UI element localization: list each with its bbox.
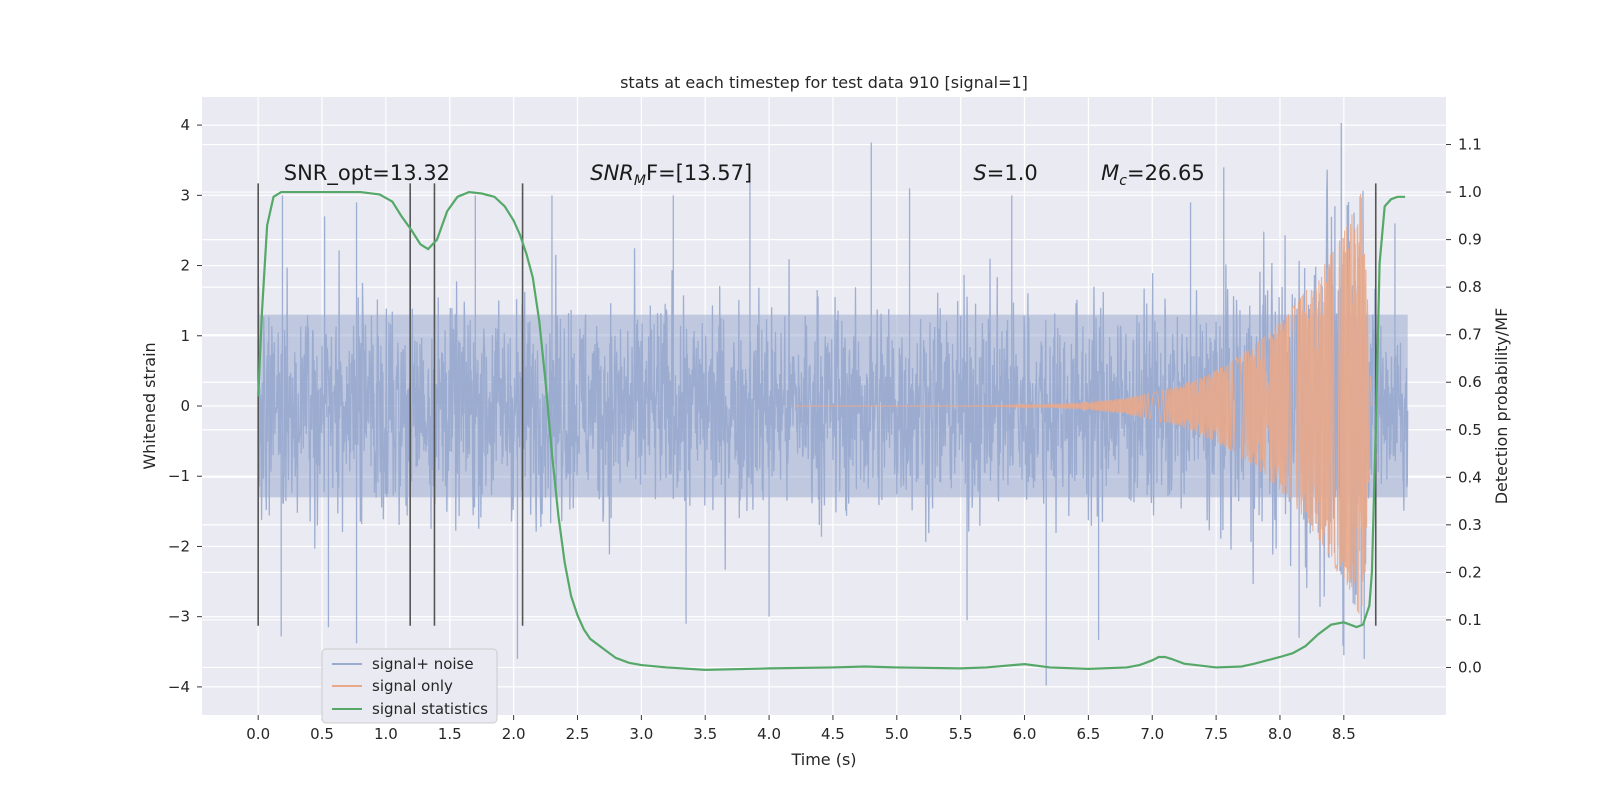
x-tick-label: 4.5: [821, 725, 845, 743]
legend-box: [321, 648, 498, 724]
y-axis-ticks: 4 3 2 1 0 −1 −2 −3 −4: [168, 116, 202, 696]
annotation-text: SNR_opt=13.32: [284, 161, 450, 186]
annotation-text: Mc=26.65: [1101, 161, 1205, 189]
y-tick-label: 0: [180, 397, 190, 415]
legend-label-statistics: signal statistics: [372, 700, 488, 718]
y2-tick-label: 0.3: [1458, 516, 1482, 534]
x-tick-label: 3.0: [629, 725, 653, 743]
y2-tick-label: 0.6: [1458, 373, 1482, 391]
y-axis-label: Whitened strain: [140, 342, 159, 469]
y-tick-label: −1: [168, 467, 190, 485]
annotation-text: S=1.0: [973, 161, 1037, 185]
y2-tick-label: 0.2: [1458, 563, 1482, 581]
annotation-prefix: SNR_opt=13.32: [284, 161, 450, 186]
x-tick-label: 6.0: [1013, 725, 1037, 743]
x-tick-label: 6.5: [1076, 725, 1100, 743]
annotation-prefix: SNR: [590, 161, 634, 185]
legend-label-noise: signal+ noise: [372, 655, 474, 673]
x-tick-label: 0.5: [310, 725, 334, 743]
x-tick-label: 5.5: [949, 725, 973, 743]
y2-axis-label: Detection probability/MF: [1492, 308, 1511, 505]
annotation-text: SNRMF=[13.57]: [590, 161, 752, 189]
x-tick-label: 7.0: [1140, 725, 1164, 743]
x-tick-label: 8.5: [1332, 725, 1356, 743]
y-tick-label: −4: [168, 678, 190, 696]
x-tick-label: 1.5: [438, 725, 462, 743]
x-tick-label: 4.0: [757, 725, 781, 743]
chirp-trace: [794, 193, 1373, 614]
x-tick-label: 2.0: [502, 725, 526, 743]
x-tick-label: 7.5: [1204, 725, 1228, 743]
y2-tick-label: 0.4: [1458, 468, 1482, 486]
x-tick-label: 2.5: [566, 725, 590, 743]
y2-tick-label: 1.0: [1458, 183, 1482, 201]
y-tick-label: 3: [180, 186, 190, 204]
y2-tick-label: 1.1: [1458, 136, 1482, 154]
x-axis-ticks: 0.0 0.5 1.0 1.5 2.0 2.5 3.0 3.5 4.0 4.5 5.0 5.5 6.0 6…: [246, 715, 1356, 743]
chart-title: stats at each timestep for test data 910…: [620, 73, 1028, 92]
signal-only-series: [794, 193, 1373, 614]
x-tick-label: 1.0: [374, 725, 398, 743]
x-tick-label: 3.5: [693, 725, 717, 743]
y-tick-label: −3: [168, 608, 190, 626]
signal-statistics-series: [257, 190, 1406, 671]
annotation-suffix: =1.0: [987, 161, 1038, 185]
statistics-line: [257, 190, 1406, 671]
y2-tick-label: 0.0: [1458, 658, 1482, 676]
y2-tick-label: 0.7: [1458, 326, 1482, 344]
legend-label-signal: signal only: [372, 677, 453, 695]
annotation-subscript: c: [1119, 173, 1127, 189]
y2-tick-label: 0.9: [1458, 231, 1482, 249]
annotation-subscript: M: [634, 173, 646, 189]
annotation-suffix: F=[13.57]: [646, 161, 752, 185]
y2-axis-ticks: 1.1 1.0 0.9 0.8 0.7 0.6 0.5 0.4 0.3 0.2 0.1 0.0: [1446, 136, 1482, 676]
annotation-prefix: M: [1101, 161, 1119, 185]
x-axis-label: Time (s): [790, 750, 856, 769]
y2-tick-label: 0.5: [1458, 421, 1482, 439]
x-tick-label: 8.0: [1268, 725, 1292, 743]
legend: signal+ noise signal only signal statist…: [321, 648, 498, 724]
annotation-prefix: S: [973, 161, 986, 185]
y-tick-label: 1: [180, 327, 190, 345]
y-tick-label: 2: [180, 257, 190, 275]
y-tick-label: −2: [168, 537, 190, 555]
annotations: SNR_opt=13.32 SNRMF=[13.57] S=1.0 Mc=26.65: [284, 161, 1205, 189]
y2-tick-label: 0.8: [1458, 278, 1482, 296]
y-tick-label: 4: [180, 116, 190, 134]
x-tick-label: 5.0: [885, 725, 909, 743]
x-tick-label: 0.0: [246, 725, 270, 743]
y2-tick-label: 0.1: [1458, 611, 1482, 629]
annotation-suffix: =26.65: [1127, 161, 1205, 185]
